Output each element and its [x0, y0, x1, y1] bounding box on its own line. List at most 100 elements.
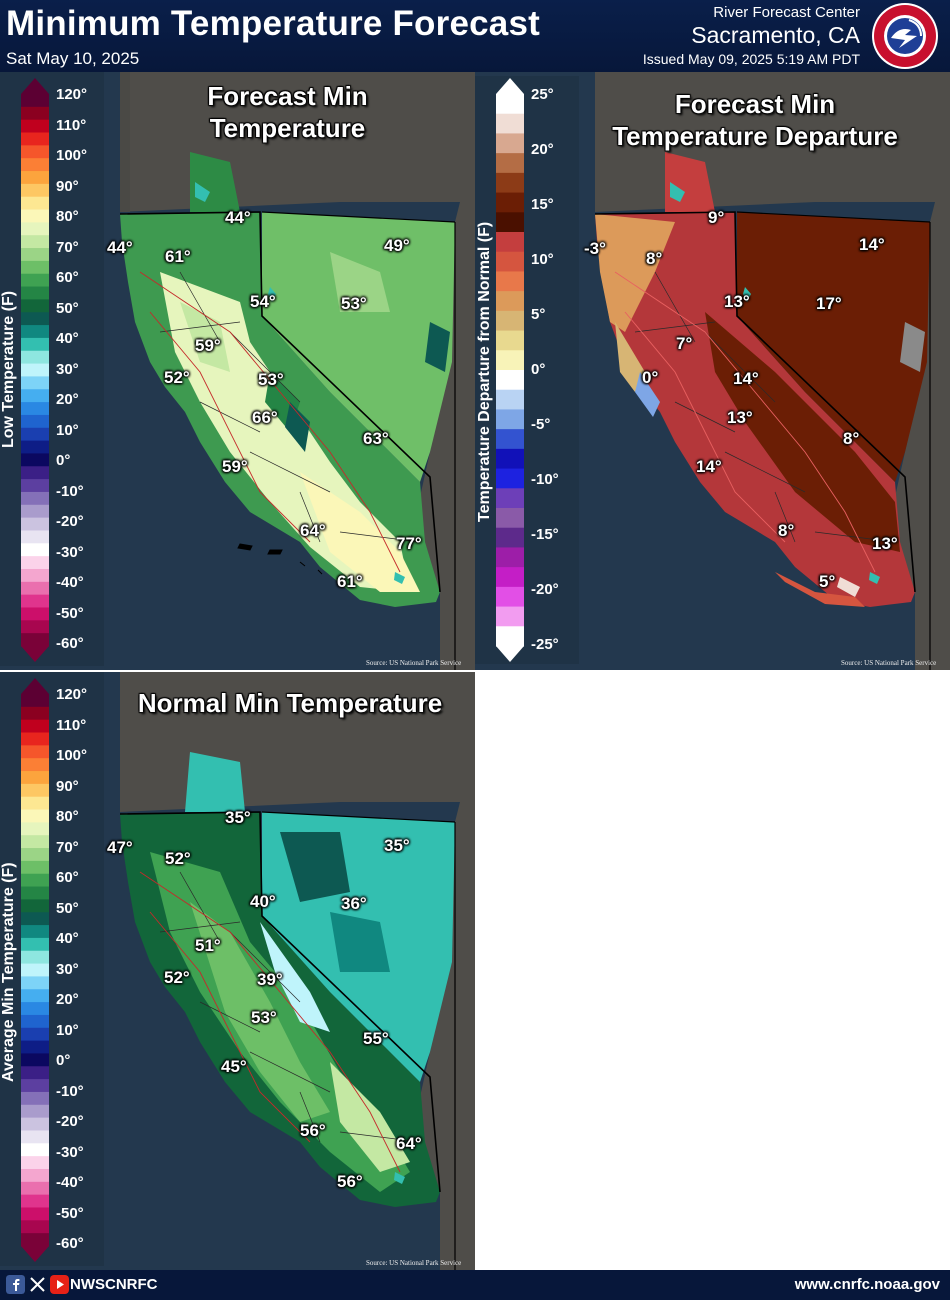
- normal-value-label: 52°: [165, 849, 191, 868]
- forecast-value-label: 54°: [250, 292, 276, 311]
- forecast-value-label: 77°: [396, 534, 422, 553]
- legend-color-swatch: [21, 796, 49, 811]
- normal-value-label: 40°: [250, 892, 276, 911]
- departure-legend-swatch: [496, 488, 524, 509]
- footer-social-handle[interactable]: NWSCNRFC: [70, 1276, 158, 1293]
- legend-tick-label: 10°: [56, 421, 79, 439]
- departure-value-label: 17°: [816, 294, 842, 313]
- legend-color-swatch: [21, 989, 49, 1003]
- departure-legend-tick: -5°: [531, 416, 551, 433]
- forecast-value-label: 52°: [164, 368, 190, 387]
- footer-website-link[interactable]: www.cnrfc.noaa.gov: [794, 1276, 940, 1293]
- legend-tick-label: 70°: [56, 838, 79, 856]
- departure-legend-swatch: [496, 153, 524, 174]
- departure-legend-swatch: [496, 448, 524, 470]
- legend-tick-label: 120°: [56, 86, 88, 103]
- legend-color-swatch: [21, 1156, 49, 1170]
- departure-legend-swatch: [496, 547, 524, 568]
- legend-color-swatch: [21, 745, 49, 759]
- legend-color-swatch: [21, 1220, 49, 1234]
- legend-color-swatch: [21, 235, 49, 249]
- departure-legend-swatch: [496, 409, 524, 430]
- legend-color-swatch: [21, 440, 49, 455]
- normal-min-title: Normal Min Temperature: [137, 688, 443, 718]
- departure-value-label: -3°: [584, 239, 606, 258]
- legend-tick-label: -60°: [56, 635, 84, 652]
- header-bar: Minimum Temperature Forecast Sat May 10,…: [0, 0, 950, 72]
- legend-color-swatch: [21, 94, 49, 108]
- departure-legend-swatch: [496, 429, 524, 450]
- departure-legend-swatch: [496, 113, 524, 135]
- legend-tick-label: 30°: [56, 960, 79, 978]
- normal-value-label: 47°: [107, 838, 133, 857]
- forecast-value-label: 53°: [341, 294, 367, 313]
- page-title: Minimum Temperature Forecast: [6, 4, 540, 43]
- legend-color-swatch: [21, 1066, 49, 1080]
- legend-color-swatch: [21, 771, 49, 785]
- departure-value-label: 14°: [859, 235, 885, 254]
- legend-color-swatch: [21, 1040, 49, 1055]
- legend-tick-label: -20°: [56, 1113, 84, 1130]
- legend-tick-label: 0°: [56, 452, 71, 469]
- legend-color-swatch: [21, 1181, 49, 1196]
- departure-value-label: 14°: [696, 457, 722, 476]
- legend-color-swatch: [21, 950, 49, 965]
- facebook-icon[interactable]: [6, 1275, 25, 1294]
- legend-color-swatch: [21, 427, 49, 442]
- legend-tick-label: -40°: [56, 574, 84, 591]
- departure-legend-tick: 5°: [531, 306, 546, 323]
- legend-tick-label: 70°: [56, 238, 79, 256]
- legend-color-swatch: [21, 758, 49, 772]
- departure-legend-swatch: [496, 212, 524, 233]
- legend-tick-label: 50°: [56, 299, 79, 317]
- legend-color-swatch: [21, 594, 49, 609]
- x-icon[interactable]: [28, 1275, 47, 1294]
- legend-color-swatch: [21, 976, 49, 990]
- departure-legend-tick: 20°: [531, 141, 554, 158]
- departure-legend-tick: -20°: [531, 581, 559, 598]
- departure-legend-swatch: [496, 192, 524, 213]
- forecast-min-source: Source: US National Park Service: [366, 659, 462, 667]
- legend-color-swatch: [21, 607, 49, 621]
- departure-value-label: 5°: [819, 572, 836, 591]
- temp-color-scale: [21, 78, 49, 662]
- nws-logo-icon[interactable]: [869, 2, 941, 70]
- legend-color-swatch: [21, 620, 49, 634]
- departure-legend-swatch: [496, 251, 524, 273]
- normal-value-label: 35°: [384, 836, 410, 855]
- legend-color-swatch: [21, 633, 49, 647]
- legend-tick-label: 80°: [56, 808, 79, 825]
- legend-tick-label: -60°: [56, 1235, 84, 1252]
- legend-tick-label: -30°: [56, 543, 84, 561]
- forecast-date: Sat May 10, 2025: [6, 49, 140, 68]
- legend-tick-label: 10°: [56, 1021, 79, 1039]
- legend-color-swatch: [21, 414, 49, 429]
- departure-value-label: 8°: [778, 521, 795, 540]
- legend-color-swatch: [21, 925, 49, 939]
- forecast-min-legend-title: Low Temperature (F): [0, 290, 17, 448]
- departure-legend-tick: 10°: [531, 251, 554, 268]
- normal-value-label: 45°: [221, 1057, 247, 1076]
- normal-value-label: 35°: [225, 808, 251, 827]
- legend-color-swatch: [21, 363, 49, 378]
- issued-time: Issued May 09, 2025 5:19 AM PDT: [642, 51, 860, 67]
- legend-color-swatch: [21, 222, 49, 236]
- legend-color-swatch: [21, 145, 49, 159]
- legend-bottom-arrow: [21, 646, 49, 662]
- youtube-icon[interactable]: [50, 1275, 69, 1294]
- normal-value-label: 64°: [396, 1134, 422, 1153]
- departure-legend-swatch: [496, 468, 524, 489]
- legend-tick-label: -10°: [56, 482, 84, 500]
- legend-color-swatch: [21, 479, 49, 493]
- legend-color-swatch: [21, 402, 49, 416]
- departure-title-line2: Temperature Departure: [612, 121, 898, 151]
- forecast-value-label: 44°: [107, 238, 133, 257]
- legend-tick-label: 50°: [56, 899, 79, 917]
- normal-value-label: 39°: [257, 970, 283, 989]
- forecast-value-label: 59°: [222, 457, 248, 476]
- departure-legend-swatch: [496, 133, 524, 154]
- forecast-min-title: Forecast Min Temperature: [180, 80, 395, 144]
- forecast-value-label: 49°: [384, 236, 410, 255]
- legend-color-swatch: [21, 504, 49, 519]
- legend-tick-label: -20°: [56, 513, 84, 530]
